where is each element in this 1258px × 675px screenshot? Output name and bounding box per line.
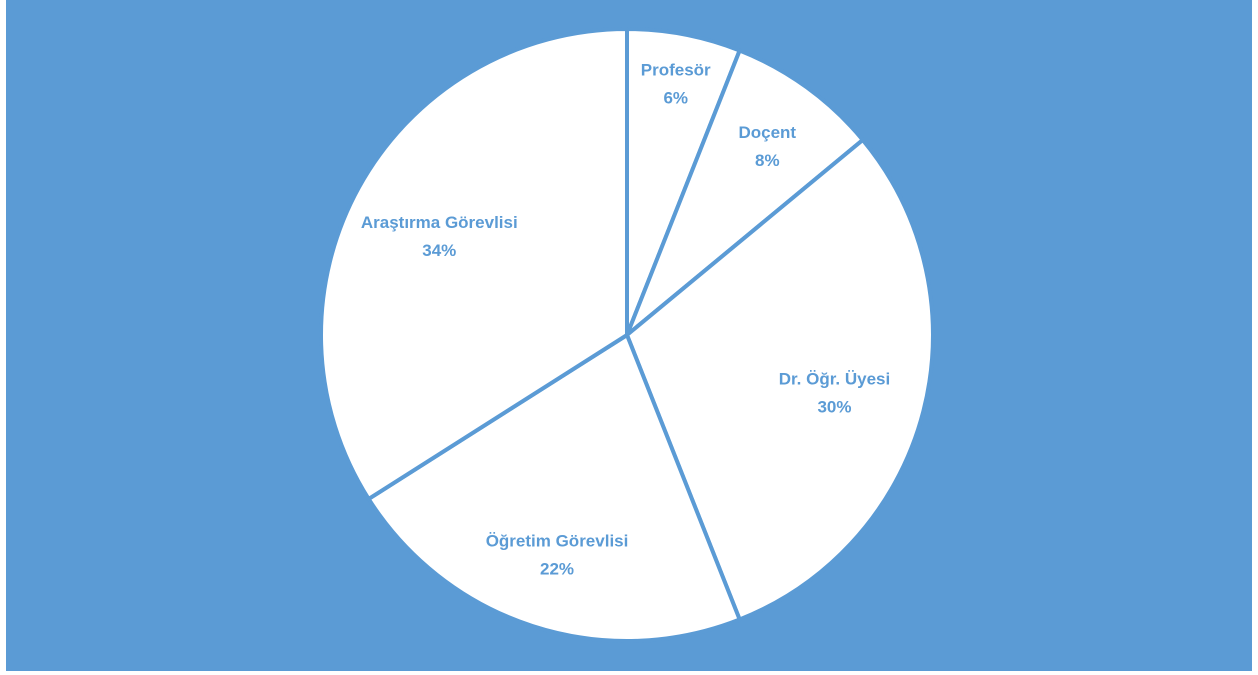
slice-label-dr-ogr-uyesi: Dr. Öğr. Üyesi	[779, 369, 891, 388]
slice-value-profesor: 6%	[663, 89, 688, 108]
slice-value-ogretim-gorevlisi: 22%	[540, 559, 574, 578]
pie-slices	[319, 27, 935, 643]
slice-value-docent: 8%	[755, 151, 780, 170]
pie-labels: Profesör 6% Doçent 8% Dr. Öğr. Üyesi 30% Öğret…	[361, 61, 890, 579]
slice-label-docent: Doçent	[738, 123, 796, 142]
slice-value-dr-ogr-uyesi: 30%	[817, 397, 851, 416]
pie-slice-docent	[625, 48, 865, 337]
pie-slice-ogretim-gorevlisi	[366, 333, 742, 643]
slice-value-arastirma-gorevlisi: 34%	[422, 241, 456, 260]
slice-label-profesor: Profesör	[641, 61, 711, 80]
slice-label-ogretim-gorevlisi: Öğretim Görevlisi	[486, 531, 629, 550]
pie-slice-dr-ogr-uyesi	[625, 137, 935, 622]
chart-area: Profesör 6% Doçent 8% Dr. Öğr. Üyesi 30% Öğret…	[6, 0, 1252, 671]
pie-chart: Profesör 6% Doçent 8% Dr. Öğr. Üyesi 30% Öğret…	[319, 27, 935, 643]
slice-label-arastirma-gorevlisi: Araştırma Görevlisi	[361, 213, 518, 232]
pie-slice-arastirma-gorevlisi	[319, 27, 629, 501]
